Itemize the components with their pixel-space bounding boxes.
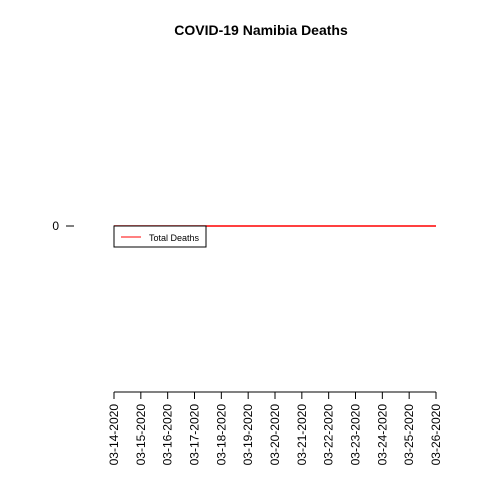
y-tick-label-0: 0 (52, 219, 59, 233)
legend-box (113, 225, 207, 248)
x-tick-label: 03-16-2020 (161, 404, 175, 466)
legend: Total Deaths (113, 225, 207, 248)
x-tick-label: 03-17-2020 (188, 404, 202, 466)
x-tick-label: 03-20-2020 (268, 404, 282, 466)
x-tick-label: 03-23-2020 (349, 404, 363, 466)
legend-label-total-deaths: Total Deaths (149, 233, 200, 243)
x-tick-label: 03-21-2020 (295, 404, 309, 466)
x-axis: 03-14-2020 03-15-2020 03-16-2020 03-17-2020… (107, 392, 443, 465)
x-tick-label: 03-19-2020 (241, 404, 255, 466)
x-tick-label: 03-25-2020 (402, 404, 416, 466)
x-tick-label: 03-22-2020 (322, 404, 336, 466)
x-tick-label: 03-15-2020 (134, 404, 148, 466)
x-tick-label: 03-18-2020 (214, 404, 228, 466)
x-tick-label: 03-26-2020 (429, 404, 443, 466)
x-tick-label: 03-24-2020 (375, 404, 389, 466)
chart-title: COVID-19 Namibia Deaths (174, 22, 348, 38)
x-tick-label: 03-14-2020 (107, 404, 121, 466)
